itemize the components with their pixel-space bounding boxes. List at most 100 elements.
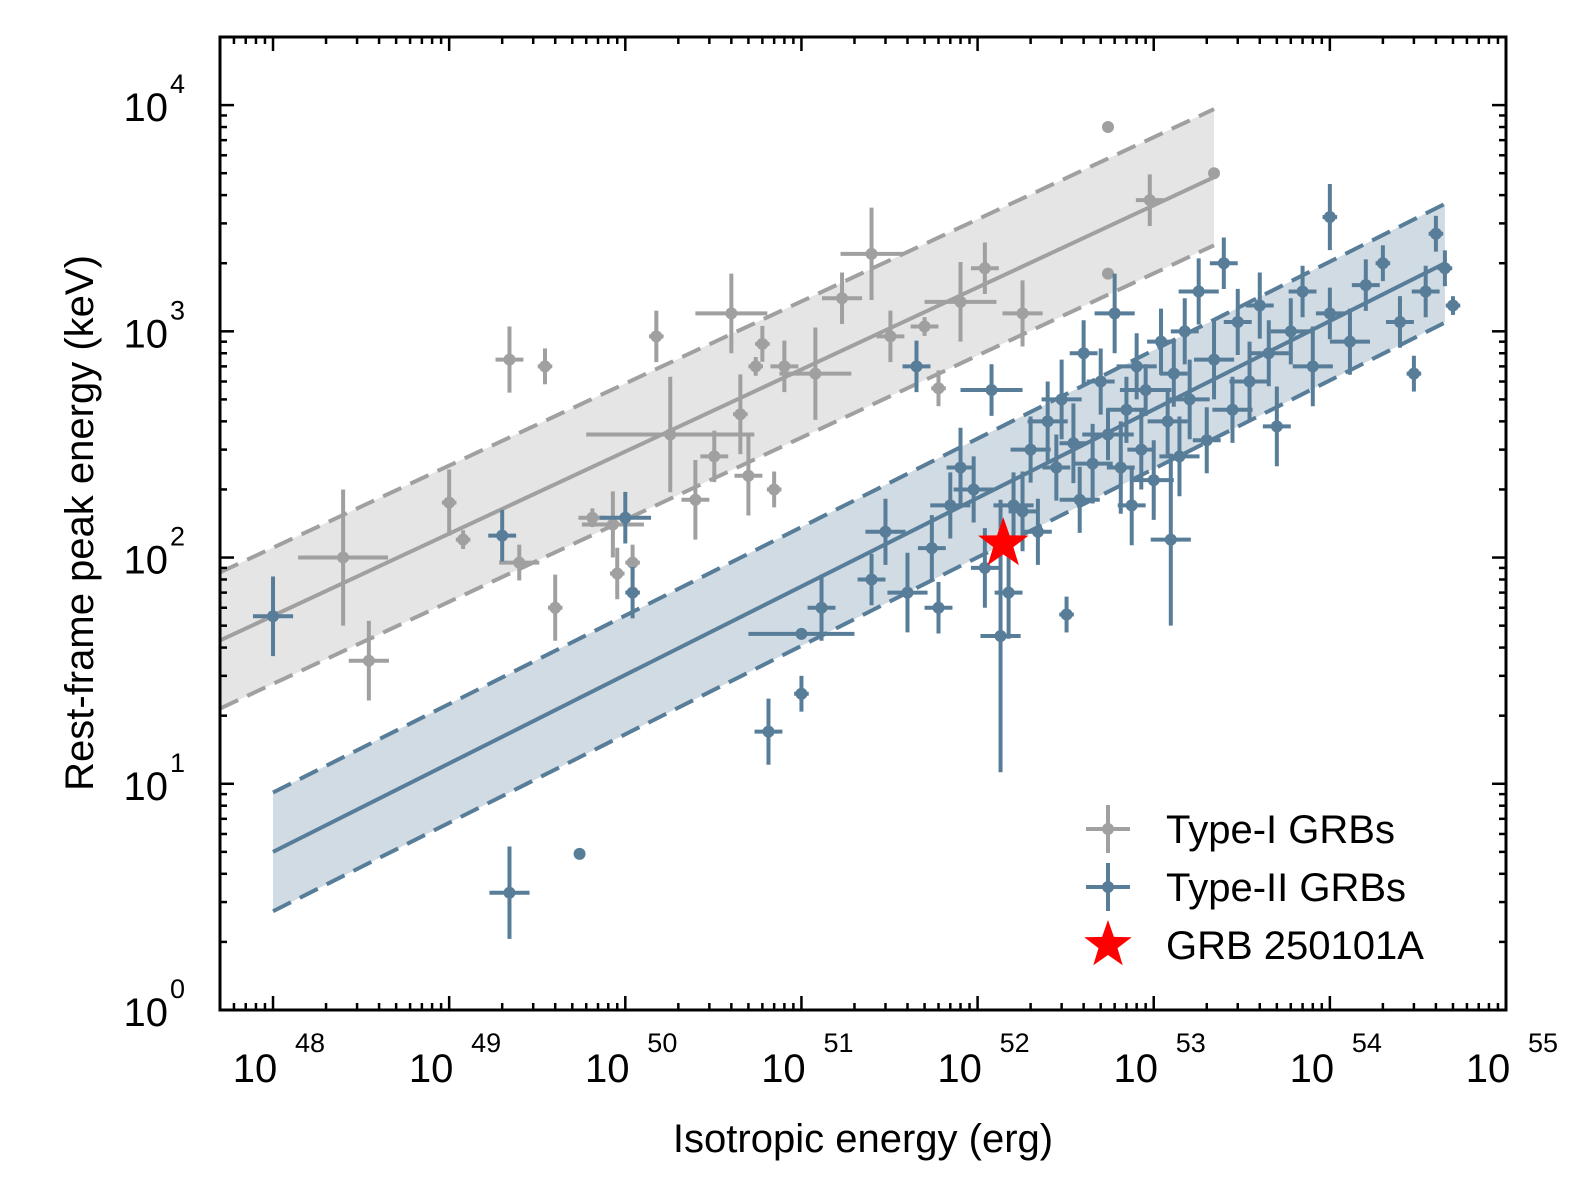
marker [756, 337, 769, 350]
marker [549, 601, 562, 614]
legend-item-2: GRB 250101A [1084, 920, 1424, 968]
marker [768, 483, 781, 496]
x-tick-label-exponent: 48 [295, 1028, 325, 1058]
point-s1-25 [1010, 416, 1051, 483]
y-tick-label-exponent: 2 [170, 522, 185, 552]
legend: Type-I GRBs Type-II GRBs GRB 250101A [1084, 805, 1424, 968]
marker [1125, 499, 1138, 512]
marker [1376, 257, 1389, 270]
marker [443, 496, 456, 509]
point-s1-1 [488, 509, 517, 562]
fit-upper-1 [272, 202, 1446, 795]
marker [1262, 347, 1275, 360]
point-s1-56 [1212, 376, 1253, 443]
legend-star-icon [1084, 920, 1132, 966]
point-s0-15 [700, 430, 729, 483]
y-tick-label-exponent: 3 [170, 295, 185, 325]
marker [538, 360, 551, 373]
marker [1143, 194, 1156, 207]
point-s1-7 [794, 675, 809, 712]
marker [1041, 415, 1054, 428]
marker [795, 627, 808, 640]
x-tick-label-exponent: 49 [471, 1028, 501, 1058]
marker [1173, 450, 1186, 463]
marker [954, 461, 967, 474]
marker [1114, 461, 1127, 474]
legend-label: GRB 250101A [1166, 924, 1424, 968]
point-s1-39 [1106, 376, 1147, 443]
point-s1-69 [1375, 245, 1391, 282]
point-s1-60 [1248, 320, 1289, 387]
marker [586, 511, 599, 524]
marker [1147, 474, 1160, 487]
marker [1419, 285, 1432, 298]
point-s0-20 [755, 325, 770, 362]
point-s1-16 [930, 472, 971, 539]
marker [1055, 393, 1068, 406]
marker [1407, 367, 1420, 380]
point-s1-4 [599, 491, 652, 544]
marker [1359, 279, 1372, 292]
legend-swatch-marker [1102, 881, 1114, 893]
marker [815, 601, 828, 614]
point-s1-2 [489, 846, 530, 939]
point-s1-62 [1270, 298, 1311, 365]
highlight-star [978, 517, 1029, 566]
marker [1178, 325, 1191, 338]
x-tick-label-exponent: 52 [1000, 1028, 1030, 1058]
y-axis-label: Rest-frame peak energy (keV) [58, 255, 102, 791]
marker [1024, 443, 1037, 456]
marker [985, 384, 998, 397]
fit-bands [220, 107, 1446, 914]
marker [1101, 121, 1114, 134]
marker [1253, 299, 1266, 312]
point-s1-50 [1170, 298, 1199, 365]
marker [619, 511, 632, 524]
point-s0-31 [1002, 280, 1043, 347]
marker [1016, 307, 1029, 320]
point-s1-67 [1329, 308, 1371, 375]
marker [1161, 415, 1174, 428]
legend-item-1: Type-II GRBs [1086, 863, 1406, 911]
point-s1-63 [1288, 265, 1317, 318]
marker [1270, 420, 1283, 433]
x-tick-label: 10 [1113, 1047, 1158, 1091]
marker [1393, 315, 1406, 328]
point-s1-52 [1178, 258, 1219, 325]
marker [994, 630, 1007, 643]
marker [1101, 267, 1114, 280]
marker [1077, 347, 1090, 360]
point-s1-59 [1245, 272, 1274, 339]
marker [1192, 285, 1205, 298]
marker [1438, 262, 1451, 275]
y-tick-label: 10 [124, 86, 169, 130]
point-s1-28 [1042, 434, 1071, 501]
point-s1-10 [857, 553, 886, 606]
point-s0-9 [581, 491, 644, 558]
marker [1446, 299, 1459, 312]
fit-line-0 [220, 175, 1215, 643]
x-tick-label: 10 [937, 1047, 982, 1091]
x-tick-label: 10 [233, 1047, 278, 1091]
marker [742, 469, 755, 482]
marker [1208, 167, 1221, 180]
x-tick-label: 10 [1466, 1047, 1511, 1091]
point-s1-66 [1315, 287, 1344, 340]
plot-border [218, 35, 1508, 1012]
marker [503, 886, 516, 899]
point-s0-27 [910, 317, 939, 336]
x-tick-label: 10 [409, 1047, 454, 1091]
point-s1-73 [1428, 215, 1444, 252]
marker [1155, 335, 1168, 348]
marker [1217, 257, 1230, 270]
point-s1-74 [1437, 250, 1453, 287]
point-s1-54 [1193, 319, 1235, 400]
marker [809, 367, 822, 380]
point-s0-28 [931, 370, 946, 407]
marker [1002, 586, 1015, 599]
marker [762, 725, 775, 738]
point-s0-29 [924, 262, 997, 342]
point-s0-32 [1101, 121, 1114, 134]
